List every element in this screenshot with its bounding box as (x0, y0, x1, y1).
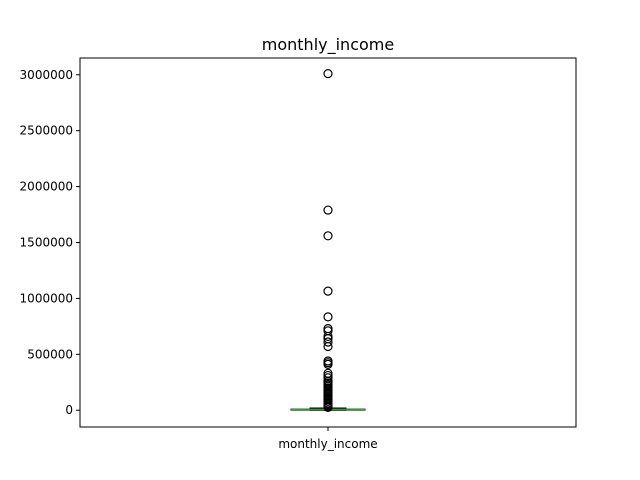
outlier-point (323, 337, 333, 347)
y-axis: 0 500000 1000000 1500000 2000000 2500000 30000… (20, 68, 80, 417)
outlier-point (323, 69, 333, 79)
x-tick-label: monthly_income (278, 437, 377, 451)
outlier-points (323, 69, 333, 413)
chart-title: monthly_income (262, 35, 394, 55)
y-tick-label: 2500000 (20, 124, 73, 138)
outlier-point (323, 205, 333, 215)
y-tick-label: 3000000 (20, 68, 73, 82)
outlier-point (323, 286, 333, 296)
y-tick-label: 1000000 (20, 291, 73, 305)
y-tick-label: 1500000 (20, 236, 73, 250)
outlier-point (323, 341, 333, 352)
outlier-point (323, 231, 333, 241)
x-axis: monthly_income (278, 427, 378, 451)
outlier-point (323, 312, 333, 322)
outlier-point (323, 359, 333, 369)
outlier-point (323, 402, 333, 413)
y-tick-label: 0 (65, 403, 73, 417)
y-tick-label: 2000000 (20, 180, 73, 194)
y-tick-label: 500000 (27, 347, 73, 361)
